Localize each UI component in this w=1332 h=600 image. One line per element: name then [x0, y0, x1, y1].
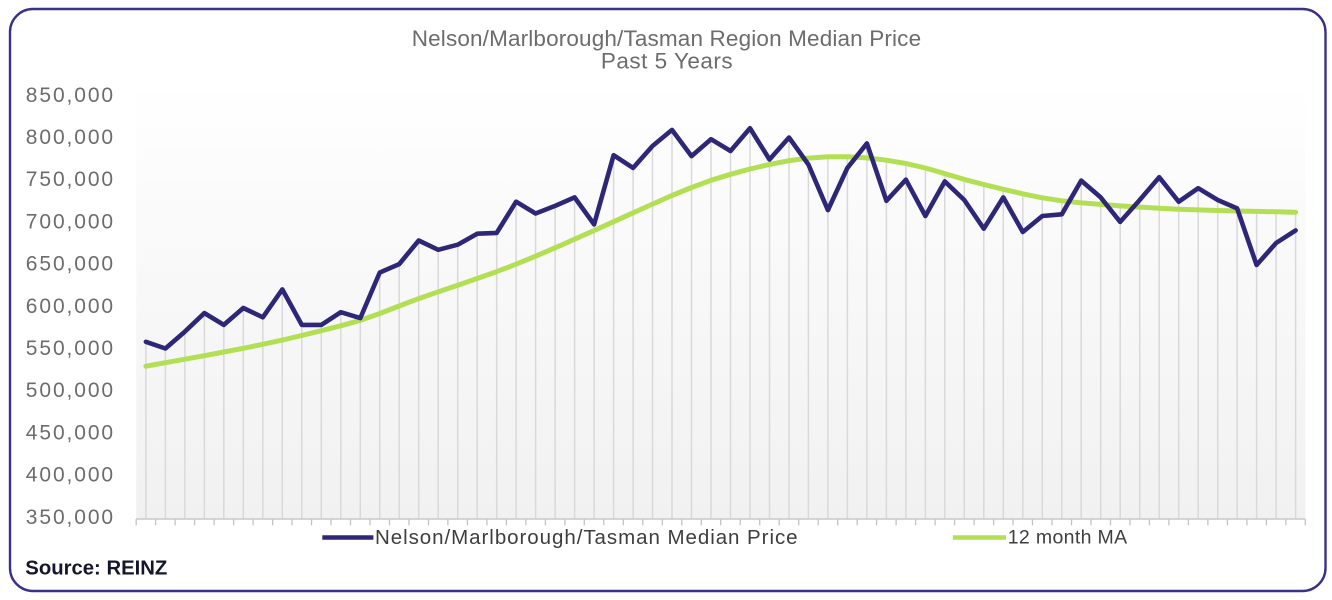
- svg-text:600,000: 600,000: [26, 295, 115, 318]
- svg-text:700,000: 700,000: [26, 210, 115, 233]
- svg-text:450,000: 450,000: [26, 421, 115, 444]
- svg-text:Nelson/Marlborough/Tasman Regi: Nelson/Marlborough/Tasman Region Median …: [412, 26, 922, 51]
- svg-text:Source: REINZ: Source: REINZ: [25, 557, 167, 579]
- svg-text:850,000: 850,000: [26, 84, 115, 107]
- svg-text:350,000: 350,000: [26, 506, 115, 529]
- svg-text:550,000: 550,000: [26, 337, 115, 360]
- svg-text:750,000: 750,000: [26, 168, 115, 191]
- svg-text:400,000: 400,000: [26, 464, 115, 487]
- svg-text:800,000: 800,000: [26, 126, 115, 149]
- svg-text:500,000: 500,000: [26, 379, 115, 402]
- svg-text:Past 5 Years: Past 5 Years: [601, 49, 733, 74]
- svg-text:12 month MA: 12 month MA: [1008, 526, 1128, 548]
- svg-text:Nelson/Marlborough/Tasman Medi: Nelson/Marlborough/Tasman Median Price: [375, 526, 799, 549]
- svg-text:650,000: 650,000: [26, 253, 115, 276]
